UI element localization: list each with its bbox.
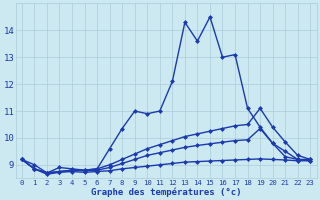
X-axis label: Graphe des températures (°c): Graphe des températures (°c) [91, 187, 241, 197]
